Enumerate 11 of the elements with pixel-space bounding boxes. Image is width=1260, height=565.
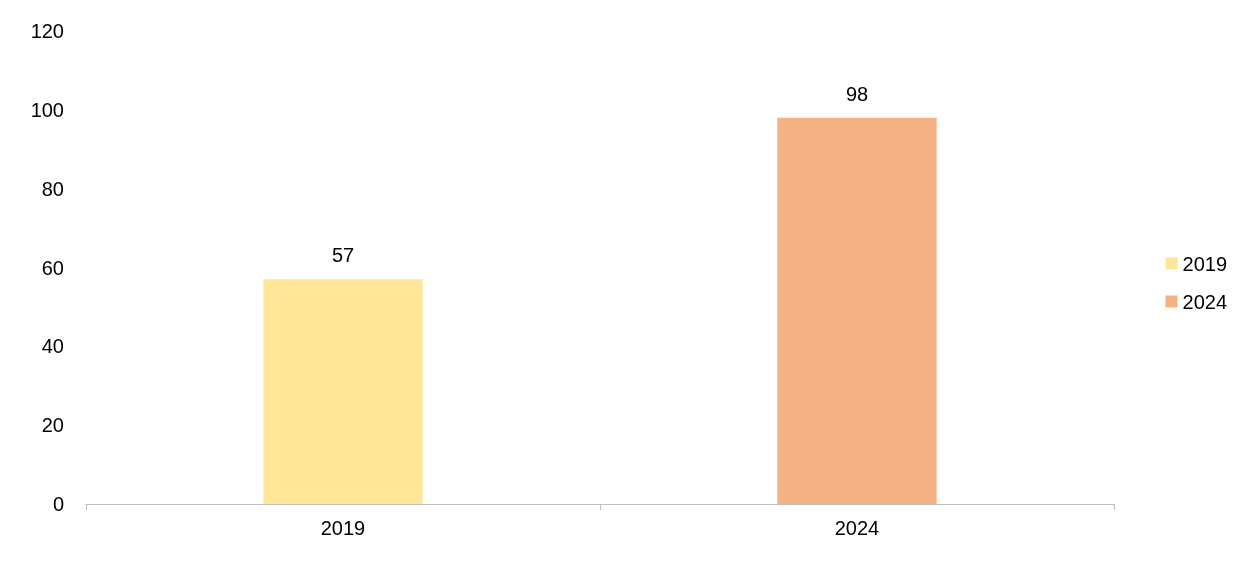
y-tick-label: 100 [30, 98, 64, 121]
legend-label: 2024 [1182, 290, 1228, 313]
y-tick-label: 80 [41, 177, 64, 200]
data-label: 57 [331, 244, 355, 267]
data-label: 98 [845, 82, 869, 105]
y-tick-label: 60 [41, 256, 64, 279]
y-tick-label: 0 [52, 493, 64, 515]
y-tick-label: 120 [30, 20, 64, 42]
y-tick-label: 40 [41, 335, 64, 358]
y-tick-label: 20 [41, 414, 64, 437]
legend-label: 2019 [1182, 252, 1228, 275]
